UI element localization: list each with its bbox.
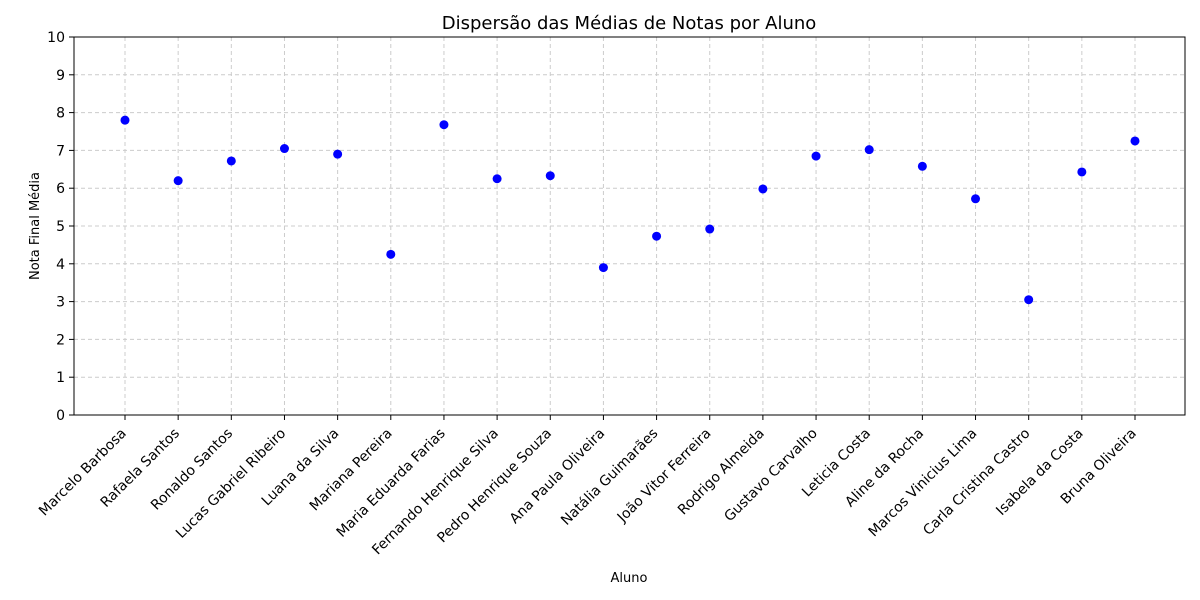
y-tick-label: 4: [56, 257, 65, 273]
y-tick-label: 5: [56, 219, 65, 235]
data-point: [226, 156, 236, 166]
data-point: [864, 145, 874, 155]
x-axis-label: Aluno: [611, 571, 648, 586]
data-point: [917, 161, 927, 171]
data-point: [545, 171, 555, 181]
data-point: [386, 249, 396, 259]
y-tick-label: 10: [47, 30, 65, 46]
data-point: [1024, 295, 1034, 305]
data-point: [333, 149, 343, 159]
plot-frame: [73, 36, 1186, 416]
y-tick-label: 8: [56, 106, 65, 122]
data-point: [705, 224, 715, 234]
x-tick-label: Carla Cristina Castro: [920, 426, 1033, 539]
x-tick-label: João Vitor Ferreira: [614, 426, 715, 527]
x-tick-label: Marcos Vinicius Lima: [866, 426, 981, 541]
grid-lines: [74, 36, 1185, 416]
data-point: [758, 184, 768, 194]
data-point: [439, 120, 449, 130]
x-tick-label: Ana Paula Oliveira: [507, 426, 609, 528]
data-point: [652, 231, 662, 241]
data-points: [120, 115, 1140, 305]
data-point: [1077, 167, 1087, 177]
data-point: [971, 194, 981, 204]
x-tick-label: Maria Eduarda Farias: [334, 426, 449, 541]
chart-title: Dispersão das Médias de Notas por Aluno: [442, 13, 817, 34]
y-tick-label: 0: [56, 408, 65, 424]
y-tick-label: 2: [56, 332, 65, 348]
y-tick-label: 9: [56, 68, 65, 84]
y-axis-label: Nota Final Média: [28, 172, 43, 280]
data-point: [811, 151, 821, 161]
x-tick-label: Marcelo Barbosa: [36, 426, 130, 520]
data-point: [120, 115, 130, 125]
x-tick-label: Gustavo Carvalho: [721, 426, 820, 525]
data-point: [173, 176, 183, 186]
data-point: [279, 144, 289, 154]
x-tick-label: Natália Guimarães: [558, 426, 661, 529]
data-point: [598, 263, 608, 273]
y-tick-label: 6: [56, 181, 65, 197]
y-tick-label: 7: [56, 143, 65, 159]
data-point: [1130, 136, 1140, 146]
data-point: [492, 174, 502, 184]
y-tick-label: 3: [56, 295, 65, 311]
y-tick-label: 1: [56, 370, 65, 386]
